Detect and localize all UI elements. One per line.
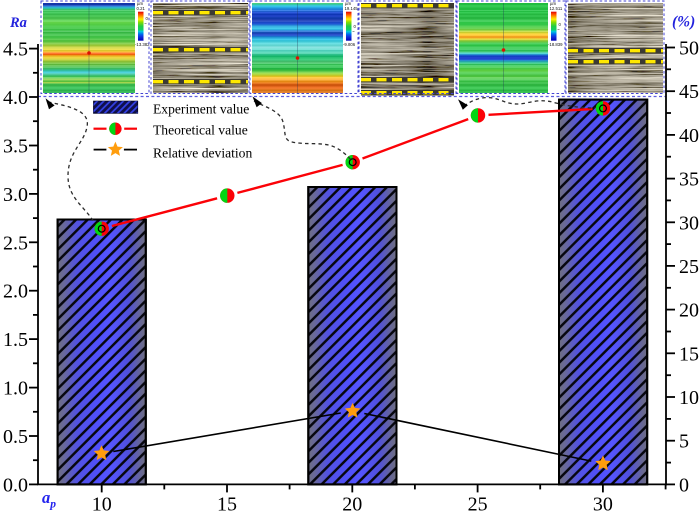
- svg-text:1.5: 1.5: [3, 329, 28, 351]
- svg-text:ap: ap: [42, 488, 56, 511]
- svg-text:-9.806: -9.806: [343, 42, 356, 47]
- svg-text:25: 25: [468, 494, 488, 514]
- svg-text:1.0: 1.0: [3, 378, 28, 400]
- svg-text:50: 50: [679, 38, 699, 60]
- svg-text:4.0: 4.0: [3, 87, 28, 109]
- svg-text:0: 0: [146, 16, 149, 21]
- svg-text:0: 0: [679, 474, 689, 496]
- svg-text:Relative deviation: Relative deviation: [153, 145, 252, 160]
- svg-text:0.0: 0.0: [3, 474, 28, 496]
- svg-text:3.0: 3.0: [3, 184, 28, 206]
- svg-text:-18.839: -18.839: [548, 42, 563, 47]
- svg-text:4.5: 4.5: [3, 39, 28, 61]
- svg-text:0.21: 0.21: [137, 6, 146, 11]
- svg-text:Ra: Ra: [9, 15, 27, 31]
- svg-text:µm: µm: [137, 1, 143, 6]
- svg-text:30: 30: [679, 212, 699, 234]
- svg-text:0: 0: [559, 22, 562, 27]
- svg-text:0.5: 0.5: [3, 426, 28, 448]
- svg-text:12.511: 12.511: [550, 6, 563, 11]
- svg-text:3.5: 3.5: [3, 136, 28, 158]
- svg-text:5: 5: [679, 431, 689, 453]
- svg-text:10: 10: [92, 494, 112, 514]
- svg-text:20: 20: [342, 494, 362, 514]
- svg-text:20: 20: [679, 300, 699, 322]
- svg-text:15: 15: [679, 343, 699, 365]
- svg-text:40: 40: [679, 125, 699, 147]
- svg-text:Theoretical value: Theoretical value: [153, 123, 248, 138]
- svg-text:-13.382: -13.382: [135, 42, 150, 47]
- svg-text:15: 15: [217, 494, 237, 514]
- svg-text:19.145: 19.145: [345, 6, 359, 11]
- svg-text:µm: µm: [345, 1, 351, 6]
- svg-text:10: 10: [679, 387, 699, 409]
- svg-text:2.5: 2.5: [3, 232, 28, 254]
- svg-text:35: 35: [679, 169, 699, 191]
- svg-text:2.0: 2.0: [3, 281, 28, 303]
- svg-text:30: 30: [593, 494, 613, 514]
- svg-text:0: 0: [354, 24, 357, 29]
- svg-text:Experiment value: Experiment value: [153, 102, 249, 117]
- svg-text:25: 25: [679, 256, 699, 278]
- svg-text:45: 45: [679, 81, 699, 103]
- svg-text:(%): (%): [672, 14, 695, 31]
- svg-text:µm: µm: [550, 1, 556, 6]
